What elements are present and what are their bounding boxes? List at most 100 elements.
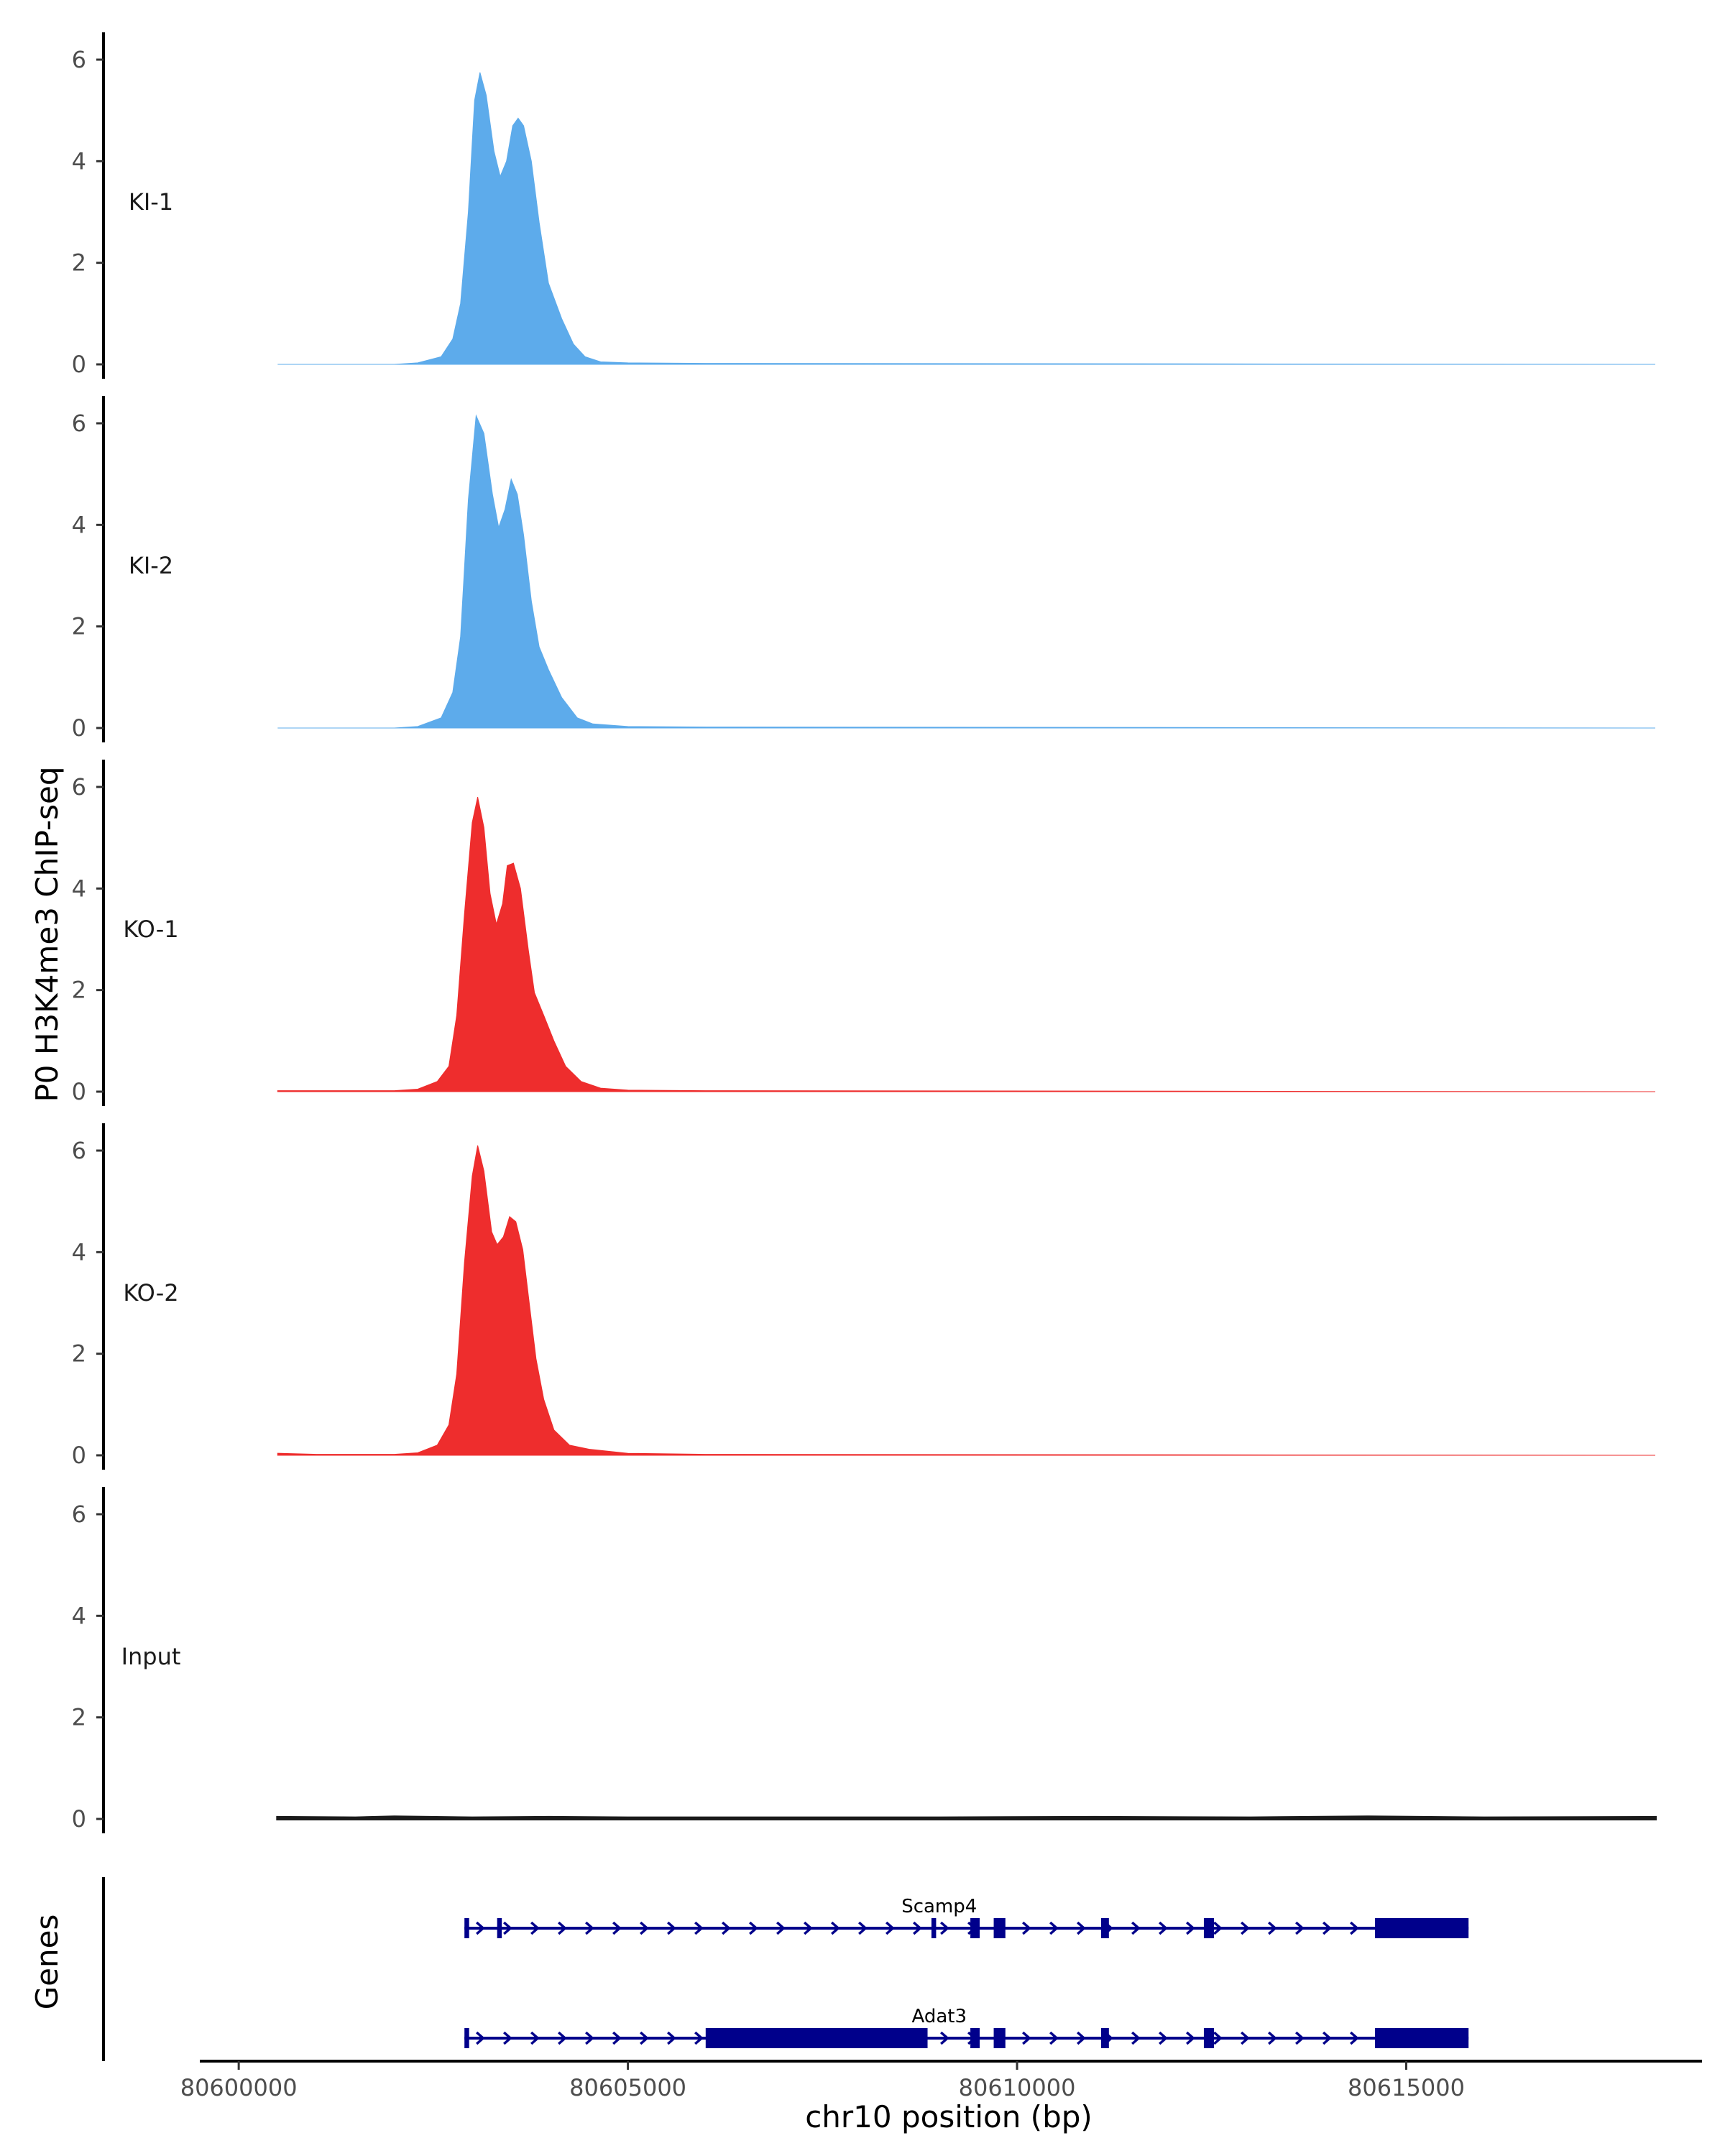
strand-arrow [667, 2031, 676, 2045]
strand-arrow [1186, 2031, 1195, 2045]
strand-arrow [585, 2031, 594, 2045]
strand-arrow [940, 2031, 949, 2045]
exon [464, 1918, 469, 1938]
gene-name-label: Adat3 [911, 2006, 967, 2027]
strand-arrow [858, 1921, 868, 1935]
exon [970, 2028, 980, 2048]
exon [1101, 1918, 1109, 1938]
strand-arrow [1213, 1921, 1223, 1935]
y-tick-label: 2 [72, 249, 86, 277]
strand-arrow [1077, 1921, 1086, 1935]
track-label: KI-2 [129, 552, 173, 579]
y-tick-label: 6 [72, 46, 86, 73]
y-tick-label: 6 [72, 773, 86, 801]
strand-arrow [476, 2031, 485, 2045]
y-tick-label: 4 [72, 147, 86, 175]
strand-arrow [585, 1921, 594, 1935]
exon [464, 2028, 469, 2048]
y-tick-label: 6 [72, 1137, 86, 1164]
track-panel: 0 2 4 6 KO-2 [72, 1123, 1656, 1470]
track-label: KI-1 [129, 188, 173, 216]
strand-arrow [722, 1921, 731, 1935]
strand-arrow [1186, 1921, 1195, 1935]
strand-arrow [1241, 1921, 1250, 1935]
track-label: KO-1 [123, 916, 178, 943]
gene-model: Adat3 [464, 2006, 1469, 2048]
exon [993, 1918, 1006, 1938]
x-axis: 80600000 80605000 80610000 80615000 [180, 2060, 1702, 2101]
strand-arrow [694, 1921, 704, 1935]
x-tick-label: 80610000 [959, 2074, 1076, 2101]
gene-track: Scamp4 Adat3 [102, 1877, 1469, 2061]
strand-arrow [1295, 2031, 1305, 2045]
strand-arrow [1350, 1921, 1359, 1935]
x-tick-label: 80605000 [569, 2074, 686, 2101]
y-tick-label: 2 [72, 977, 86, 1004]
track-panel: 0 2 4 6 Input [72, 1487, 1657, 1833]
strand-arrow [1268, 2031, 1277, 2045]
y-tick-label: 2 [72, 1340, 86, 1368]
strand-arrow [530, 2031, 540, 2045]
exon [993, 2028, 1006, 2048]
y-tick-label: 4 [72, 875, 86, 902]
strand-arrow [667, 1921, 676, 1935]
y-tick-label: 0 [72, 351, 86, 378]
y-tick-label: 6 [72, 410, 86, 437]
strand-arrow [1213, 2031, 1223, 2045]
strand-arrow [1022, 2031, 1031, 2045]
cds-block [1375, 1918, 1469, 1938]
y-tick-label: 0 [72, 1078, 86, 1105]
y-tick-label: 4 [72, 1602, 86, 1629]
y-tick-label: 2 [72, 1704, 86, 1731]
gene-name-label: Scamp4 [901, 1896, 977, 1917]
exon [1203, 2028, 1215, 2048]
strand-arrow [749, 1921, 758, 1935]
strand-arrow [1022, 1921, 1031, 1935]
strand-arrow [558, 1921, 567, 1935]
strand-arrow [940, 1921, 949, 1935]
signal-area [277, 796, 1656, 1092]
strand-arrow [503, 1921, 512, 1935]
signal-area [277, 72, 1656, 365]
exon [931, 1918, 937, 1938]
signal-area [277, 414, 1656, 729]
track-panel: 0 2 4 6 KI-1 [72, 32, 1656, 379]
strand-arrow [1049, 2031, 1059, 2045]
strand-arrow [1241, 2031, 1250, 2045]
exon [1101, 2028, 1109, 2048]
y-tick-label: 0 [72, 1442, 86, 1469]
strand-arrow [1131, 1921, 1141, 1935]
strand-arrow [1268, 1921, 1277, 1935]
strand-arrow [1131, 2031, 1141, 2045]
strand-arrow [886, 1921, 895, 1935]
strand-arrow [1049, 1921, 1059, 1935]
strand-arrow [503, 2031, 512, 2045]
x-tick-label: 80615000 [1348, 2074, 1465, 2101]
strand-arrow [1077, 2031, 1086, 2045]
strand-arrow [1350, 2031, 1359, 2045]
signal-area [277, 1145, 1656, 1456]
strand-arrow [804, 1921, 813, 1935]
strand-arrow [776, 1921, 786, 1935]
strand-arrow [1322, 1921, 1332, 1935]
strand-arrow [1159, 1921, 1168, 1935]
track-panel: 0 2 4 6 KI-2 [72, 396, 1656, 742]
strand-arrow [640, 2031, 649, 2045]
y-tick-label: 2 [72, 613, 86, 640]
strand-arrow [476, 1921, 485, 1935]
x-axis-title: chr10 position (bp) [805, 2099, 1092, 2134]
strand-arrow [913, 1921, 922, 1935]
strand-arrow [612, 1921, 622, 1935]
y-tick-label: 6 [72, 1501, 86, 1528]
strand-arrow [1295, 1921, 1305, 1935]
track-panel: 0 2 4 6 KO-1 [72, 760, 1656, 1106]
genes-axis-title: Genes [29, 1915, 65, 2010]
gene-model: Scamp4 [464, 1896, 1469, 1938]
signal-tracks: 0 2 4 6 KI-1 0 2 4 6 KI-2 0 2 4 6 KO-1 0 2 4 6 KO-2 0 2 4 6 Inpu… [72, 32, 1657, 1833]
y-tick-label: 0 [72, 1805, 86, 1833]
signal-area [276, 1815, 1657, 1820]
strand-arrow [694, 2031, 704, 2045]
strand-arrow [640, 1921, 649, 1935]
strand-arrow [831, 1921, 840, 1935]
